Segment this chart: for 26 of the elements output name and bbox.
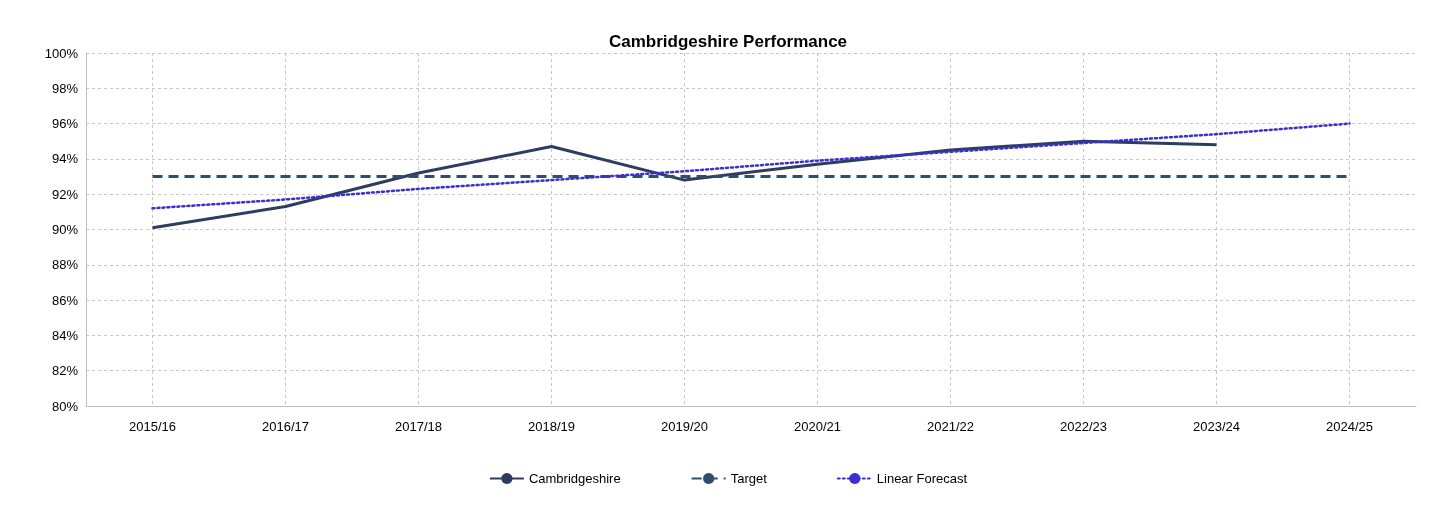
- y-tick-label: 80%: [51, 398, 79, 414]
- y-tick-label: 100%: [44, 45, 79, 61]
- legend-label: Target: [730, 471, 768, 486]
- legend-label: Linear Forecast: [876, 471, 968, 486]
- chart-title: Cambridgeshire Performance: [608, 32, 848, 51]
- x-tick-label: 2016/17: [262, 419, 309, 434]
- x-tick-label: 2022/23: [1060, 419, 1107, 434]
- x-tick-label: 2019/20: [661, 419, 708, 434]
- y-tick-label: 84%: [51, 327, 79, 343]
- line-series: [151, 122, 1351, 210]
- legend-label: Cambridgeshire: [528, 471, 621, 486]
- y-tick-label: 86%: [51, 292, 79, 308]
- x-tick-label: 2020/21: [794, 419, 841, 434]
- x-tick-label: 2018/19: [528, 419, 575, 434]
- y-tick-label: 90%: [51, 222, 79, 237]
- x-tick-label: 2017/18: [395, 419, 442, 434]
- x-tick-label: 2021/22: [927, 419, 974, 434]
- y-tick-label: 98%: [51, 80, 79, 96]
- y-tick-label: 88%: [51, 257, 79, 273]
- y-tick-label: 92%: [51, 186, 79, 202]
- x-tick-label: 2024/25: [1326, 419, 1373, 434]
- y-tick-label: 94%: [51, 151, 79, 167]
- y-tick-label: 82%: [51, 363, 79, 379]
- x-tick-label: 2015/16: [129, 419, 176, 434]
- x-tick-label: 2023/24: [1193, 419, 1240, 434]
- y-tick-label: 96%: [51, 116, 79, 132]
